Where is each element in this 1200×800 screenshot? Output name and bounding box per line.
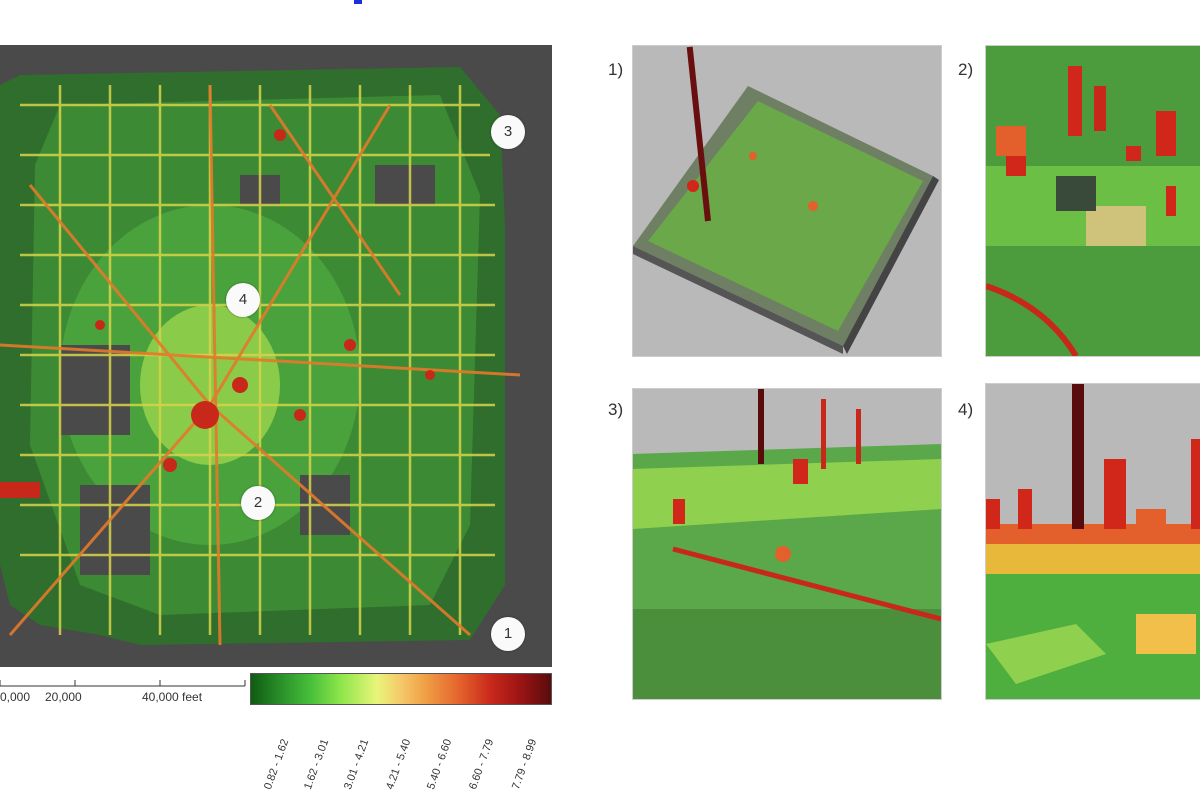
legend-range-7: 7.79 - 8.99 [510, 737, 540, 792]
view-4[interactable] [985, 383, 1200, 700]
legend-range-2: 1.62 - 3.01 [302, 737, 332, 792]
location-marker-2[interactable]: 2 [241, 486, 275, 520]
view-3-render [633, 389, 941, 699]
scale-label-20000: 20,000 [45, 690, 82, 704]
legend-range-6: 6.60 - 7.79 [467, 737, 497, 792]
view-label-4: 4) [958, 400, 974, 419]
view-label-2: 2) [958, 60, 974, 79]
view-label-1: 1) [608, 60, 624, 79]
legend-range-5: 5.40 - 6.60 [425, 737, 455, 792]
scale-ruler [0, 680, 246, 687]
scale-bar [0, 668, 250, 708]
view-1[interactable] [632, 45, 942, 357]
view-1-render [633, 46, 939, 354]
scale-label-40000: 40,000 feet [142, 690, 203, 704]
location-marker-1[interactable]: 1 [491, 617, 525, 651]
legend-range-1: 0.82 - 1.62 [262, 737, 292, 792]
map-graphic [0, 45, 552, 667]
view-3[interactable] [632, 388, 942, 700]
location-marker-4[interactable]: 4 [226, 283, 260, 317]
density-map[interactable]: 3 4 2 1 [0, 45, 552, 667]
view-2[interactable] [985, 45, 1200, 357]
title-fragment [354, 0, 362, 4]
color-legend-bar [250, 673, 552, 705]
scale-label-0: 0,000 [0, 690, 31, 704]
location-marker-3[interactable]: 3 [491, 115, 525, 149]
view-4-render [986, 384, 1200, 699]
view-2-render [986, 46, 1200, 356]
legend-range-4: 4.21 - 5.40 [384, 737, 414, 792]
legend-range-3: 3.01 - 4.21 [342, 737, 372, 792]
view-label-3: 3) [608, 400, 624, 419]
